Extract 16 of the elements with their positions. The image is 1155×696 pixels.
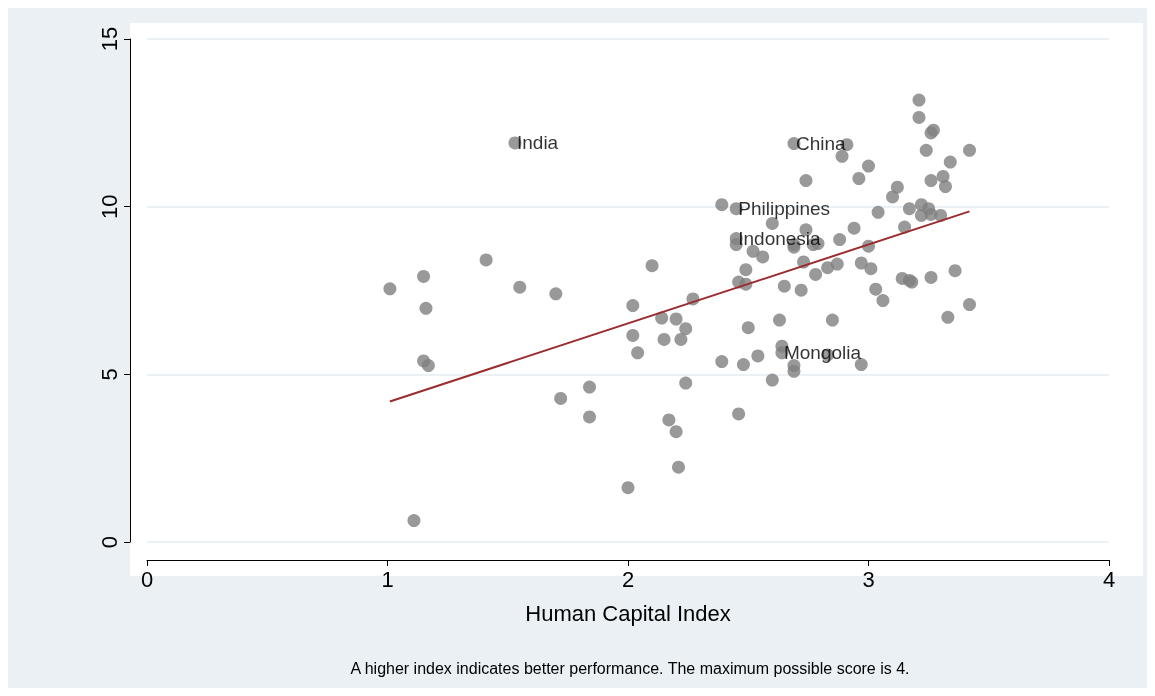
annotation: Philippines xyxy=(738,198,831,220)
y-tick-label: 0 xyxy=(96,535,122,549)
x-tick-label: 1 xyxy=(381,566,394,592)
annotation: Indonesia xyxy=(738,228,822,250)
text: A higher index indicates better performance. The maximum possible score is 4. xyxy=(350,659,910,677)
annotation: China xyxy=(795,133,847,155)
annotation: India xyxy=(516,132,559,154)
x-tick-label: 2 xyxy=(621,566,635,592)
y-tick-label: 5 xyxy=(96,368,122,381)
annotation: Mongolia xyxy=(783,342,862,364)
x-axis-title: Human Capital Index xyxy=(525,600,731,626)
y-tick-label: 10 xyxy=(96,194,122,219)
x-tick-label: 4 xyxy=(1102,566,1116,592)
y-tick-label: 15 xyxy=(96,26,122,52)
x-tick-label: 3 xyxy=(862,566,875,592)
x-tick-label: 0 xyxy=(140,566,154,592)
